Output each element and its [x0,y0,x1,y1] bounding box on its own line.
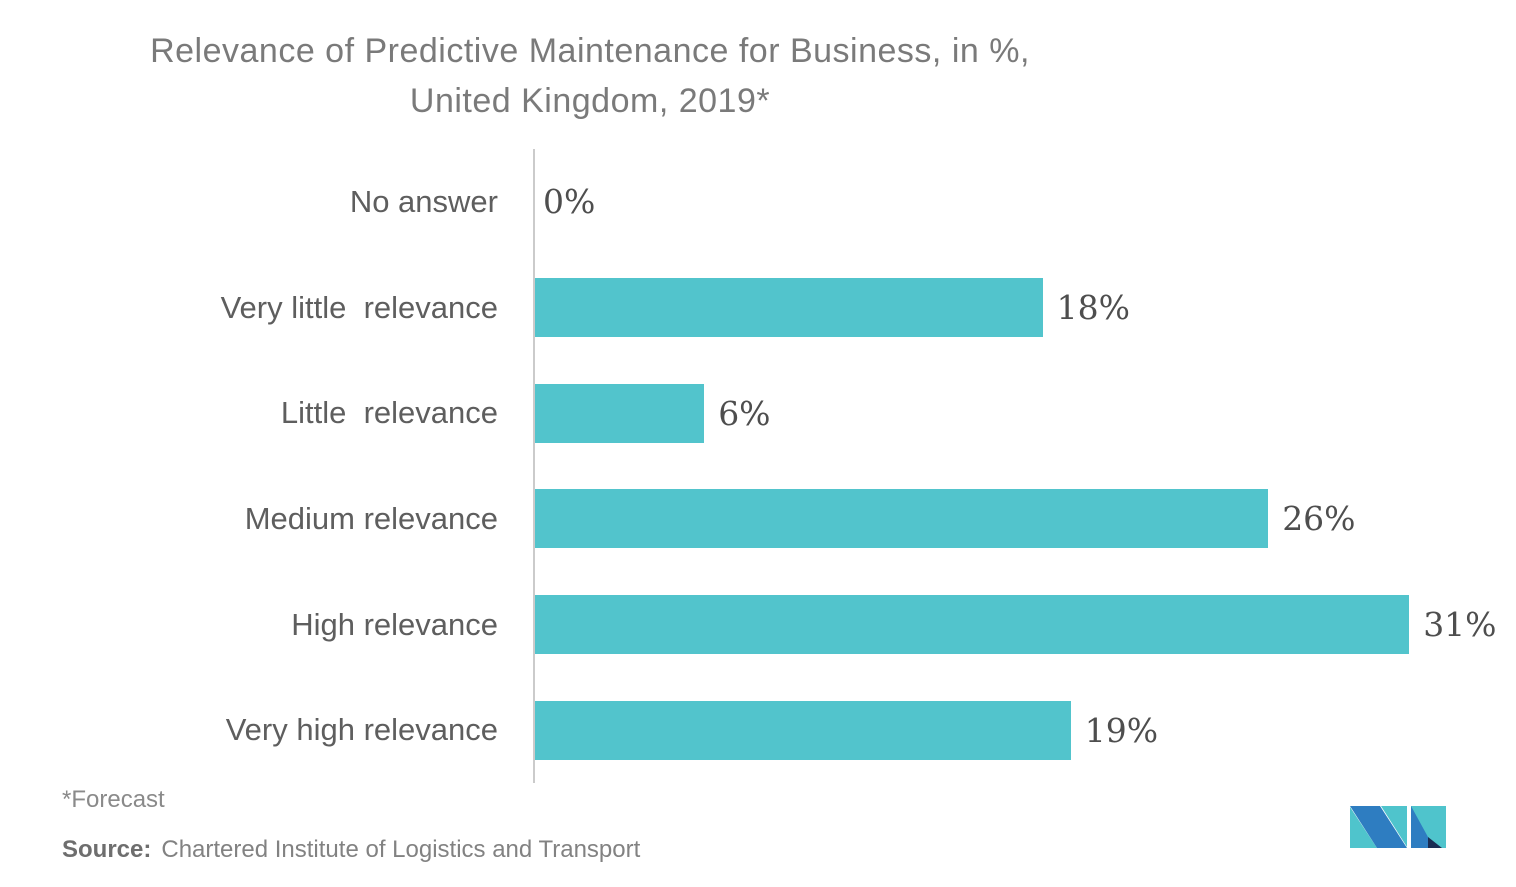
bar [535,383,705,443]
bar-row: No answer 0% [0,149,1516,255]
bar-zone: 19% [535,677,1516,783]
bar [535,595,1410,655]
bar [535,489,1269,549]
source-line: Source: Chartered Institute of Logistics … [62,836,640,864]
forecast-note: *Forecast [62,786,165,813]
bar-zone: 26% [535,466,1516,572]
bar-row: Little relevance 6% [0,360,1516,466]
value-label: 18% [1056,288,1130,327]
value-label: 26% [1282,499,1356,539]
category-label: Very high relevance [225,712,498,748]
category-label: Very little relevance [220,289,498,325]
mordor-intelligence-logo [1350,806,1446,848]
chart-title: Relevance of Predictive Maintenance for … [0,26,1180,126]
source-label: Source: [62,836,152,863]
value-label: 0% [543,182,596,222]
value-label: 19% [1084,710,1159,750]
bar-zone: 18% [535,255,1516,361]
value-label: 31% [1423,605,1497,645]
bar-zone: 0% [535,149,1516,255]
y-axis-line [533,149,535,783]
bar-rows: No answer 0% Very little relevance 18% Littl… [0,149,1516,783]
bar-row: Very high relevance 19% [0,677,1516,783]
bar [535,278,1043,337]
source-text: Chartered Institute of Logistics and Tra… [161,836,641,863]
bar [535,700,1071,760]
bar-row: Medium relevance 26% [0,466,1516,572]
bar-zone: 6% [535,360,1516,466]
category-label: Little relevance [280,395,498,431]
value-label: 6% [718,393,771,433]
category-label: No answer [349,183,498,219]
bar-row: Very little relevance 18% [0,255,1516,361]
plot-area: No answer 0% Very little relevance 18% Littl… [0,149,1516,783]
category-label: High relevance [291,606,498,642]
bar-row: High relevance 31% [0,572,1516,678]
chart-title-line1: Relevance of Predictive Maintenance for … [150,32,1030,70]
bar-zone: 31% [535,572,1516,678]
category-label: Medium relevance [244,500,498,536]
chart-title-line2: United Kingdom, 2019* [409,82,771,120]
